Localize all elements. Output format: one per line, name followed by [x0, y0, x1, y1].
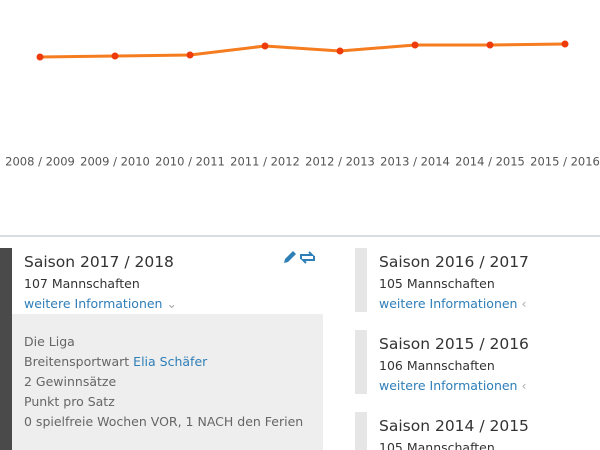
team-count: 105 Mannschaften: [379, 440, 495, 450]
info-link[interactable]: weitere Informationen ⌄: [24, 296, 177, 311]
season-marker: [355, 330, 367, 394]
active-marker: [0, 248, 12, 450]
details-box: [12, 314, 323, 450]
detail: Punkt pro Satz: [24, 394, 115, 409]
x-tick-label: 2009 / 2010: [80, 155, 150, 169]
edit-icons[interactable]: [282, 249, 318, 267]
x-tick-label: 2012 / 2013: [305, 155, 375, 169]
chevron-left: ‹: [521, 296, 527, 311]
detail: 2 Gewinnsätze: [24, 374, 117, 389]
team-count: 107 Mannschaften: [24, 276, 140, 291]
link-text[interactable]: weitere Informationen: [24, 296, 163, 311]
season-title: Saison 2015 / 2016: [379, 335, 529, 353]
point: [336, 47, 344, 55]
season-title: Saison 2016 / 2017: [379, 253, 529, 271]
x-tick-label: 2015 / 2016: [530, 155, 600, 169]
switch-icon-part: [300, 255, 315, 260]
edit-icon[interactable]: [284, 251, 296, 263]
detail: 0 spielfreie Wochen VOR, 1 NACH den Feri…: [24, 414, 304, 429]
point: [561, 40, 569, 48]
season-marker: [355, 412, 367, 450]
chevron-left: ‹: [521, 378, 527, 393]
x-tick-label: 2010 / 2011: [155, 155, 225, 169]
chart: 2008 / 2009 2009 / 2010 2010 / 2011 2011 / …: [5, 40, 600, 169]
detail: Breitensportwart Elia Schäfer: [24, 354, 207, 369]
link-text[interactable]: weitere Informationen: [379, 378, 518, 393]
season-marker: [355, 248, 367, 312]
x-tick-label: 2013 / 2014: [380, 155, 450, 169]
info-link[interactable]: weitere Informationen ‹: [379, 378, 526, 393]
point: [486, 41, 494, 49]
x-tick-label: 2008 / 2009: [5, 155, 75, 169]
point: [186, 51, 194, 59]
point: [261, 42, 269, 50]
switch-icon[interactable]: [300, 251, 315, 264]
point: [411, 41, 419, 49]
detail-label: Breitensportwart: [24, 354, 130, 369]
detail: Die Liga: [24, 334, 75, 349]
x-tick-label: 2014 / 2015: [455, 155, 525, 169]
point: [111, 52, 119, 60]
separator: [0, 235, 600, 237]
x-tick-label: 2011 / 2012: [230, 155, 300, 169]
team-count: 105 Mannschaften: [379, 276, 495, 291]
person-link[interactable]: Elia Schäfer: [133, 354, 208, 369]
line: [39, 42, 566, 59]
link-text[interactable]: weitere Informationen: [379, 296, 518, 311]
chevron-down: ⌄: [166, 296, 177, 311]
season-title: Saison 2014 / 2015: [379, 417, 529, 435]
info-link[interactable]: weitere Informationen ‹: [379, 296, 526, 311]
season-title: Saison 2017 / 2018: [24, 253, 174, 271]
team-count: 106 Mannschaften: [379, 358, 495, 373]
point: [36, 53, 44, 61]
